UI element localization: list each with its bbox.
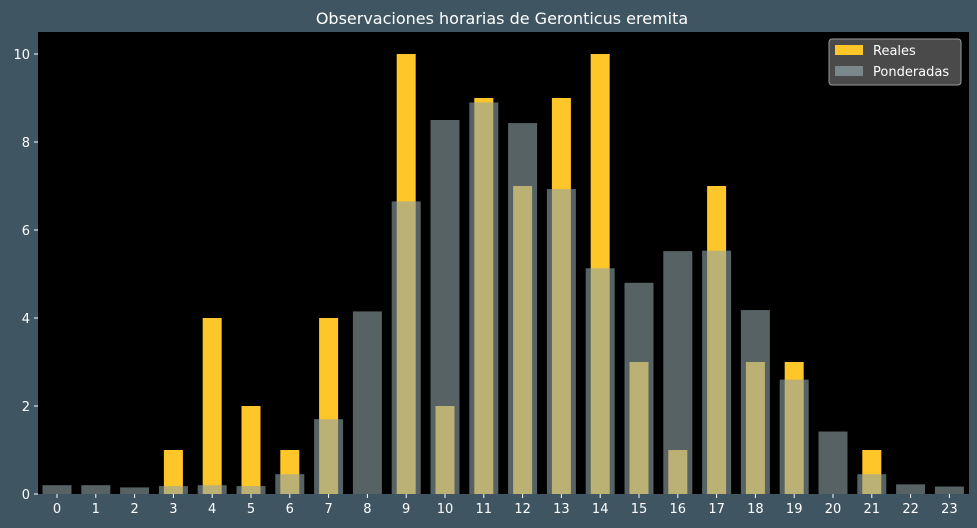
bar-ponderadas-5 xyxy=(236,486,266,494)
bar-ponderadas-7 xyxy=(314,419,344,494)
y-tick-label-2: 2 xyxy=(22,400,30,415)
bar-ponderadas-6 xyxy=(275,474,305,494)
bar-ponderadas-11 xyxy=(469,102,499,495)
x-tick-label-16: 16 xyxy=(670,502,687,517)
bar-ponderadas-8 xyxy=(352,311,382,494)
bar-ponderadas-15 xyxy=(624,282,654,494)
bar-ponderadas-9 xyxy=(391,201,421,494)
bar-reales-4 xyxy=(202,318,222,494)
x-tick-label-9: 9 xyxy=(402,502,410,517)
x-tick-label-14: 14 xyxy=(592,502,609,517)
x-tick-label-3: 3 xyxy=(169,502,177,517)
x-tick-label-7: 7 xyxy=(324,502,332,517)
series-ponderadas xyxy=(42,102,964,495)
legend-swatch-ponderadas xyxy=(835,66,863,76)
bar-ponderadas-14 xyxy=(585,268,615,494)
x-tick-label-4: 4 xyxy=(208,502,216,517)
x-tick-label-6: 6 xyxy=(286,502,294,517)
x-tick-label-5: 5 xyxy=(247,502,255,517)
x-tick-label-12: 12 xyxy=(514,502,531,517)
bar-ponderadas-18 xyxy=(740,310,770,494)
bar-ponderadas-4 xyxy=(197,485,227,494)
x-tick-label-20: 20 xyxy=(825,502,842,517)
bar-ponderadas-3 xyxy=(158,486,188,494)
x-tick-label-22: 22 xyxy=(902,502,919,517)
x-tick-label-0: 0 xyxy=(53,502,61,517)
x-axis: 0 1 2 3 4 5 6 7 8 9 10 11 12 13 14 15 16 17 18 19 20 21 22 23 xyxy=(53,494,958,517)
y-axis: 0 2 4 6 8 10 xyxy=(13,48,38,503)
bar-ponderadas-17 xyxy=(702,250,732,494)
x-tick-label-23: 23 xyxy=(941,502,958,517)
x-tick-label-13: 13 xyxy=(553,502,570,517)
y-tick-label-8: 8 xyxy=(22,136,30,151)
x-tick-label-1: 1 xyxy=(92,502,100,517)
bar-ponderadas-20 xyxy=(818,431,848,494)
x-tick-label-15: 15 xyxy=(631,502,648,517)
x-tick-label-10: 10 xyxy=(437,502,454,517)
x-tick-label-11: 11 xyxy=(476,502,493,517)
bar-ponderadas-13 xyxy=(546,189,576,494)
bar-ponderadas-16 xyxy=(663,251,693,494)
legend-label-ponderadas: Ponderadas xyxy=(873,65,949,80)
bar-ponderadas-2 xyxy=(120,487,150,494)
bar-reales-5 xyxy=(241,406,261,494)
legend-label-reales: Reales xyxy=(873,44,916,59)
bar-ponderadas-22 xyxy=(896,484,926,494)
bar-ponderadas-12 xyxy=(508,123,538,494)
bar-ponderadas-21 xyxy=(857,474,887,494)
x-tick-label-2: 2 xyxy=(130,502,138,517)
bar-reales-3 xyxy=(163,450,183,494)
x-tick-label-17: 17 xyxy=(708,502,725,517)
legend-swatch-reales xyxy=(835,45,863,55)
y-tick-label-0: 0 xyxy=(22,488,30,503)
x-tick-label-8: 8 xyxy=(363,502,371,517)
chart-title: Observaciones horarias de Geronticus ere… xyxy=(316,9,688,28)
x-tick-label-21: 21 xyxy=(864,502,881,517)
bar-ponderadas-19 xyxy=(779,379,809,494)
x-tick-label-19: 19 xyxy=(786,502,803,517)
plot-area xyxy=(38,32,969,494)
bar-ponderadas-0 xyxy=(42,485,72,494)
bar-ponderadas-10 xyxy=(430,120,460,494)
y-tick-label-4: 4 xyxy=(22,312,30,327)
bar-ponderadas-23 xyxy=(934,486,964,494)
bar-ponderadas-1 xyxy=(81,485,111,494)
x-tick-label-18: 18 xyxy=(747,502,764,517)
legend: Reales Ponderadas xyxy=(828,38,962,86)
y-tick-label-6: 6 xyxy=(22,224,30,239)
y-tick-label-10: 10 xyxy=(13,48,30,63)
